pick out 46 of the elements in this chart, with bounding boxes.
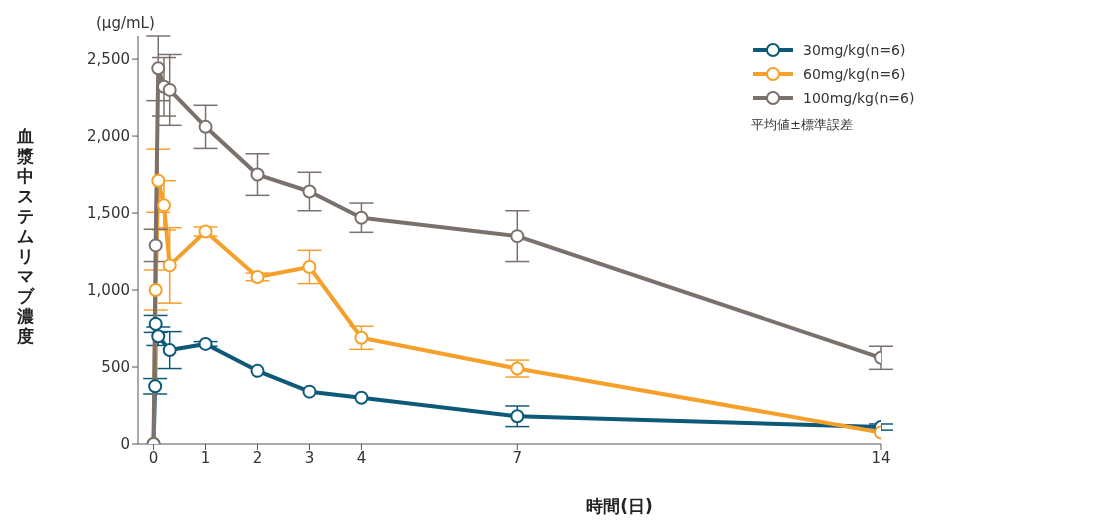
point — [151, 173, 166, 188]
point — [151, 329, 166, 344]
point — [198, 224, 213, 239]
point — [198, 119, 213, 134]
x-tick-label: 1 — [200, 448, 211, 467]
point — [250, 167, 265, 182]
point — [151, 61, 166, 76]
point — [162, 258, 177, 273]
point — [354, 210, 369, 225]
y-tick-label: 2,000 — [87, 127, 130, 146]
x-tick-label: 14 — [871, 448, 891, 467]
point — [156, 198, 171, 213]
x-tick-label: 2 — [252, 448, 263, 467]
x-tick-label: 0 — [148, 448, 159, 467]
y-tick-label: 2,500 — [87, 50, 130, 69]
x-tick-label: 3 — [304, 448, 315, 467]
y-tick-label: 1,000 — [87, 281, 130, 300]
point — [510, 361, 525, 376]
annotation: 平均値±標準誤差 — [751, 116, 854, 134]
point — [354, 390, 369, 405]
legend-label: 100mg/kg(n=6) — [803, 90, 915, 106]
legend-label: 60mg/kg(n=6) — [803, 66, 906, 82]
x-axis-title: 時間(日) — [585, 495, 654, 518]
text: 血漿中ステムリマブ濃度 — [16, 126, 34, 346]
point — [148, 283, 163, 298]
x-tick-label: 7 — [512, 448, 523, 467]
y-tick-label: 1,500 — [87, 204, 130, 223]
y-tick-label: 500 — [101, 358, 130, 377]
legend-label: 30mg/kg(n=6) — [803, 42, 906, 58]
point — [148, 316, 163, 331]
point — [302, 259, 317, 274]
point — [510, 229, 525, 244]
point — [302, 384, 317, 399]
point — [162, 343, 177, 358]
point — [162, 82, 177, 97]
y-tick-label: 0 — [120, 435, 130, 454]
point — [302, 184, 317, 199]
x-tick-label: 4 — [356, 448, 367, 467]
text: (μg/mL) — [96, 14, 155, 32]
point — [148, 379, 163, 394]
point — [250, 269, 265, 284]
point — [198, 336, 213, 351]
point — [250, 363, 265, 378]
point — [354, 330, 369, 345]
point — [148, 238, 163, 253]
point — [510, 409, 525, 424]
